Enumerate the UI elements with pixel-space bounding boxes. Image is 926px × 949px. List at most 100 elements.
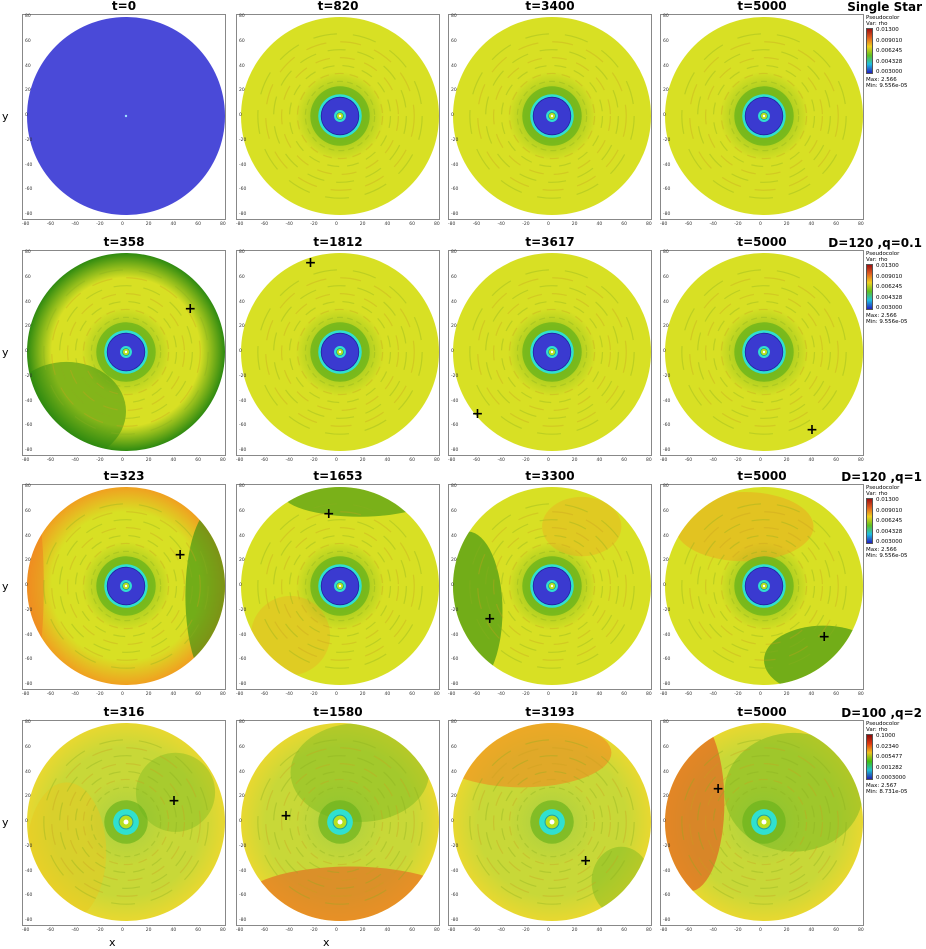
x-tick-label: 80 <box>434 928 440 933</box>
y-tick-label: 20 <box>239 324 245 330</box>
y-tick-label: -80 <box>663 448 671 453</box>
y-tick-label: -80 <box>663 212 671 217</box>
panel-title: t=5000 <box>737 0 787 13</box>
y-tick-label: -80 <box>451 918 459 923</box>
x-tick-label: 0 <box>759 222 762 227</box>
x-tick-label: 80 <box>220 458 226 463</box>
x-tick-label: -60 <box>684 928 693 933</box>
x-tick-label: 40 <box>170 928 177 933</box>
x-tick-label: 80 <box>434 222 440 227</box>
central-star <box>338 114 342 118</box>
y-tick-label: 0 <box>239 113 242 118</box>
turbulence-ring <box>485 519 619 653</box>
x-tick-label: -60 <box>260 222 269 227</box>
y-tick-label: 20 <box>451 558 457 564</box>
density-feature <box>27 782 107 921</box>
y-tick-label: 40 <box>25 63 31 69</box>
x-tick-label: 0 <box>335 928 338 933</box>
x-tick-label: 80 <box>858 928 864 933</box>
x-tick-label: -80 <box>660 222 668 227</box>
density-feature <box>185 506 225 685</box>
density-feature <box>453 531 503 685</box>
x-tick-label: 0 <box>759 928 762 933</box>
x-tick-label: 60 <box>409 928 415 933</box>
companion-star-marker: + <box>168 793 180 810</box>
turbulence-ring <box>74 770 178 874</box>
turbulence-ring <box>66 762 186 882</box>
panel-title: t=358 <box>103 235 145 249</box>
y-tick-label: -60 <box>663 657 671 663</box>
colorbar-tick-label: 0.01300 <box>876 263 899 269</box>
legend-header: Pseudocolor <box>866 721 900 727</box>
central-star <box>762 350 766 354</box>
x-tick-label: 80 <box>646 458 652 463</box>
row-label: D=100 ,q=2 <box>841 706 922 720</box>
x-tick-label: -80 <box>448 222 456 227</box>
y-tick-label: -60 <box>239 423 247 429</box>
x-tick-label: 0 <box>547 692 550 697</box>
y-tick-label: 0 <box>451 349 454 354</box>
plot-frame: 80 60 40 20 0 -20 -40 -60 -80 + <box>236 484 440 690</box>
x-tick-label: 60 <box>409 458 415 463</box>
x-tick-label: 60 <box>621 928 627 933</box>
y-tick-label: 80 <box>663 250 669 255</box>
y-tick-label: -60 <box>25 187 33 193</box>
y-tick-label: -80 <box>663 918 671 923</box>
y-tick-label: 60 <box>239 508 245 514</box>
turbulence-ring <box>689 277 839 427</box>
x-tick-label: 60 <box>621 458 627 463</box>
legend-min: Min: 9.556e-05 <box>866 83 908 89</box>
x-tick-label: 20 <box>783 458 790 463</box>
x-tick-label: -40 <box>285 692 293 697</box>
colorbar-tick-label: 0.004328 <box>876 294 903 301</box>
legend-header: Var: rho <box>866 257 888 263</box>
y-tick-label: 0 <box>451 819 454 824</box>
turbulence-ring <box>500 534 604 638</box>
x-tick-label: 80 <box>220 692 226 697</box>
y-tick-label: -80 <box>25 918 33 923</box>
density-plot <box>453 17 651 215</box>
x-tick-label: 20 <box>145 928 152 933</box>
x-tick-label: 80 <box>858 458 864 463</box>
y-tick-label: 80 <box>239 14 245 19</box>
turbulence-ring <box>500 770 604 874</box>
x-tick-label: 60 <box>195 458 201 463</box>
density-feature <box>674 491 814 562</box>
y-tick-label: -20 <box>451 607 459 613</box>
turbulence-ring <box>82 778 170 866</box>
turbulence-ring <box>280 762 400 882</box>
y-tick-label: 80 <box>663 14 669 19</box>
x-tick-label: -20 <box>96 928 104 933</box>
x-tick-label: -60 <box>46 928 55 933</box>
turbulence-ring <box>728 80 800 152</box>
turbulence-ring <box>508 72 596 160</box>
x-tick-label: -40 <box>285 928 293 933</box>
x-tick-label: -80 <box>660 692 668 697</box>
y-tick-label: 0 <box>239 819 242 824</box>
turbulence-ring <box>43 269 209 435</box>
central-star-dot <box>124 114 128 118</box>
x-tick-label: -20 <box>96 458 104 463</box>
plot-frame: 80 60 40 20 0 -20 -40 -60 -80 <box>236 14 440 220</box>
x-tick-label: -40 <box>709 692 717 697</box>
turbulence-ring <box>82 542 170 630</box>
x-tick-label: 20 <box>571 692 578 697</box>
panel-title: t=323 <box>103 469 145 483</box>
turbulence-ring <box>508 308 596 396</box>
y-tick-label: -20 <box>25 607 33 613</box>
colorbar-tick-label: 0.009010 <box>876 273 903 280</box>
x-tick-label: 40 <box>596 458 603 463</box>
turbulence-ring <box>681 269 847 435</box>
y-tick-label: -60 <box>25 657 33 663</box>
x-tick-label: -20 <box>310 692 318 697</box>
turbulence-ring <box>265 747 415 897</box>
x-tick-label: 60 <box>409 222 415 227</box>
y-tick-label: 40 <box>25 299 31 305</box>
x-tick-label: 20 <box>145 458 152 463</box>
y-tick-label: 40 <box>451 533 457 539</box>
turbulence-ring <box>728 550 800 622</box>
companion-star-marker: + <box>712 780 724 797</box>
companion-star-marker: + <box>579 853 592 870</box>
x-tick-label: 80 <box>220 928 226 933</box>
turbulence-ring <box>720 542 808 630</box>
